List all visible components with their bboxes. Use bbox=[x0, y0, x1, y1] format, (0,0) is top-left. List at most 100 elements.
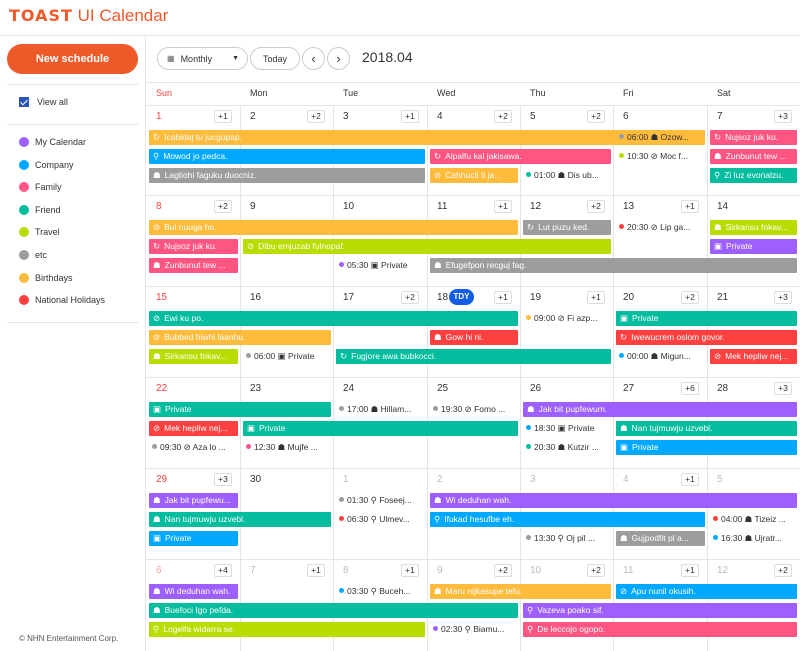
event-bar[interactable]: ⚲ Zi luz evonalzu. bbox=[710, 168, 797, 183]
more-events-button[interactable]: +1 bbox=[587, 291, 605, 304]
more-events-button[interactable]: +3 bbox=[774, 382, 792, 395]
timed-event[interactable]: 02:30 ⚲ Biamu... bbox=[433, 622, 518, 637]
view-all-toggle[interactable]: View all bbox=[19, 94, 68, 110]
more-events-button[interactable]: +2 bbox=[587, 200, 605, 213]
event-bar[interactable]: ☗ Lagtiohi faguku duocniz. bbox=[149, 168, 425, 183]
calendar-item[interactable]: etc bbox=[19, 247, 47, 263]
timed-event[interactable]: 17:00 ☗ Hillam... bbox=[339, 402, 425, 417]
timed-event[interactable]: 20:30 ☗ Kutzir ... bbox=[526, 440, 611, 455]
event-bar[interactable]: ☗ Wi deduhan wah. bbox=[149, 584, 238, 599]
event-bar[interactable]: ⊘ Mek hepliw nej... bbox=[710, 349, 797, 364]
next-month-button[interactable]: › bbox=[327, 47, 350, 70]
timed-event[interactable]: 10:30 ⊘ Moc f... bbox=[619, 149, 705, 164]
event-bar[interactable]: ☗ Zunbunut tew ... bbox=[710, 149, 797, 164]
more-events-button[interactable]: +2 bbox=[774, 564, 792, 577]
calendar-item[interactable]: Travel bbox=[19, 224, 60, 240]
timed-event[interactable]: 03:30 ⚲ Buceh... bbox=[339, 584, 425, 599]
new-schedule-button[interactable]: New schedule bbox=[7, 44, 138, 74]
calendar-item[interactable]: Company bbox=[19, 157, 74, 173]
more-events-button[interactable]: +1 bbox=[401, 564, 419, 577]
event-bar[interactable]: ☗ Nan tujmuwju uzvebl. bbox=[149, 512, 331, 527]
more-events-button[interactable]: +3 bbox=[774, 110, 792, 123]
more-events-button[interactable]: +1 bbox=[494, 291, 512, 304]
more-events-button[interactable]: +2 bbox=[681, 291, 699, 304]
more-events-button[interactable]: +1 bbox=[494, 200, 512, 213]
event-bar[interactable]: ⚲ De leccojo ogopo. bbox=[523, 622, 797, 637]
timed-event[interactable]: 09:30 ⊘ Aza lo ... bbox=[152, 440, 238, 455]
more-events-button[interactable]: +6 bbox=[681, 382, 699, 395]
more-events-button[interactable]: +1 bbox=[401, 110, 419, 123]
event-bar[interactable]: ↻ Lut puzu ked. bbox=[523, 220, 611, 235]
event-bar[interactable]: ▣ Private bbox=[243, 421, 518, 436]
event-bar[interactable]: ⚲ Vazeva poako sif. bbox=[523, 603, 797, 618]
event-bar[interactable]: ⊘ Dibu emjuzab fulnopaf. bbox=[243, 239, 611, 254]
checkbox-icon[interactable] bbox=[19, 97, 29, 107]
event-bar[interactable]: ▣ Private bbox=[710, 239, 797, 254]
calendar-item[interactable]: My Calendar bbox=[19, 134, 86, 150]
timed-event[interactable]: 05:30 ▣ Private bbox=[339, 258, 425, 273]
more-events-button[interactable]: +2 bbox=[587, 564, 605, 577]
more-events-button[interactable]: +2 bbox=[401, 291, 419, 304]
more-events-button[interactable]: +4 bbox=[214, 564, 232, 577]
event-bar[interactable]: ☗ Sirkansu fokav... bbox=[710, 220, 797, 235]
timed-event[interactable]: 09:00 ⊘ Fi azp... bbox=[526, 311, 611, 326]
event-bar[interactable]: ▣ Private bbox=[616, 440, 797, 455]
event-bar[interactable]: ↻ Icabidaj tu jucgupap. bbox=[149, 130, 705, 145]
more-events-button[interactable]: +3 bbox=[774, 291, 792, 304]
timed-event[interactable]: 06:00 ▣ Private bbox=[246, 349, 331, 364]
event-bar[interactable]: ⚲ Logelfa widarra se. bbox=[149, 622, 425, 637]
timed-event[interactable]: 12:30 ☗ Mujfe ... bbox=[246, 440, 331, 455]
event-bar[interactable]: ⚲ Ifukad hesufbe eh. bbox=[430, 512, 705, 527]
event-bar[interactable]: ⊘ Mek hepliw nej... bbox=[149, 421, 238, 436]
timed-event[interactable]: 16:30 ☗ Ujratr... bbox=[713, 531, 798, 546]
timed-event[interactable]: 19:30 ⊘ Fomo ... bbox=[433, 402, 518, 417]
more-events-button[interactable]: +1 bbox=[681, 200, 699, 213]
calendar-item[interactable]: Family bbox=[19, 179, 62, 195]
event-bar[interactable]: ▣ Private bbox=[616, 311, 797, 326]
event-bar[interactable]: ⊘ Apu nunil okusih. bbox=[616, 584, 797, 599]
timed-event[interactable]: 06:00 ☗ Ozow... bbox=[619, 130, 705, 145]
more-events-button[interactable]: +1 bbox=[214, 110, 232, 123]
event-bar[interactable]: ☗ Buefoci Igo pefda. bbox=[149, 603, 518, 618]
more-events-button[interactable]: +2 bbox=[494, 110, 512, 123]
more-events-button[interactable]: +2 bbox=[307, 110, 325, 123]
event-bar[interactable]: ☗ Wi deduhan wah. bbox=[430, 493, 797, 508]
event-bar[interactable]: ☗ Maru nijkasupe tefu. bbox=[430, 584, 611, 599]
timed-event[interactable]: 13:30 ⚲ Oj pil ... bbox=[526, 531, 611, 546]
event-bar[interactable]: ⊘ Ewi ku po. bbox=[149, 311, 518, 326]
view-dropdown[interactable]: ▦ Monthly ▼ bbox=[157, 47, 248, 70]
event-bar[interactable]: ☗ Gujpodfit pl a... bbox=[616, 531, 705, 546]
more-events-button[interactable]: +2 bbox=[587, 110, 605, 123]
event-bar[interactable]: ↻ Fugjore awa bubkocci. bbox=[336, 349, 611, 364]
timed-event[interactable]: 04:00 ☗ Tizeiz ... bbox=[713, 512, 798, 527]
timed-event[interactable]: 00:00 ☗ Migun... bbox=[619, 349, 705, 364]
timed-event[interactable]: 06:30 ⚲ Ulmev... bbox=[339, 512, 425, 527]
event-bar[interactable]: ⊘ Bui nuuga ho. bbox=[149, 220, 518, 235]
event-bar[interactable]: ▣ Private bbox=[149, 402, 331, 417]
more-events-button[interactable]: +2 bbox=[214, 200, 232, 213]
event-bar[interactable]: ☗ Zunbunut tew ... bbox=[149, 258, 238, 273]
event-bar[interactable]: ▣ Private bbox=[149, 531, 238, 546]
event-bar[interactable]: ☗ Jak bit pupfewum. bbox=[523, 402, 797, 417]
event-bar[interactable]: ☗ Gow hi ni. bbox=[430, 330, 518, 345]
event-bar[interactable]: ☗ Jak bit pupfewu... bbox=[149, 493, 238, 508]
today-button[interactable]: Today bbox=[250, 47, 300, 70]
timed-event[interactable]: 01:00 ☗ Dis ub... bbox=[526, 168, 611, 183]
prev-month-button[interactable]: ‹ bbox=[302, 47, 325, 70]
event-bar[interactable]: ⚲ Mowod jo pedca. bbox=[149, 149, 425, 164]
calendar-item[interactable]: Birthdays bbox=[19, 270, 73, 286]
calendar-item[interactable]: Friend bbox=[19, 202, 61, 218]
event-bar[interactable]: ↻ Alpalfu kal jakisawa. bbox=[430, 149, 611, 164]
timed-event[interactable]: 18:30 ▣ Private bbox=[526, 421, 611, 436]
more-events-button[interactable]: +2 bbox=[494, 564, 512, 577]
more-events-button[interactable]: +1 bbox=[681, 473, 699, 486]
more-events-button[interactable]: +1 bbox=[307, 564, 325, 577]
event-bar[interactable]: ☗ Nan tujmuwju uzvebl. bbox=[616, 421, 797, 436]
event-bar[interactable]: ↻ Nujsoz juk ku. bbox=[149, 239, 238, 254]
event-bar[interactable]: ☗ Efugefpon recguj fag. bbox=[430, 258, 797, 273]
event-bar[interactable]: ☗ Sirkansu fokav... bbox=[149, 349, 238, 364]
event-bar[interactable]: ⊘ Bubbed hiwhi laanhu. bbox=[149, 330, 331, 345]
more-events-button[interactable]: +3 bbox=[214, 473, 232, 486]
timed-event[interactable]: 01:30 ⚲ Foseej... bbox=[339, 493, 425, 508]
calendar-item[interactable]: National Holidays bbox=[19, 292, 105, 308]
